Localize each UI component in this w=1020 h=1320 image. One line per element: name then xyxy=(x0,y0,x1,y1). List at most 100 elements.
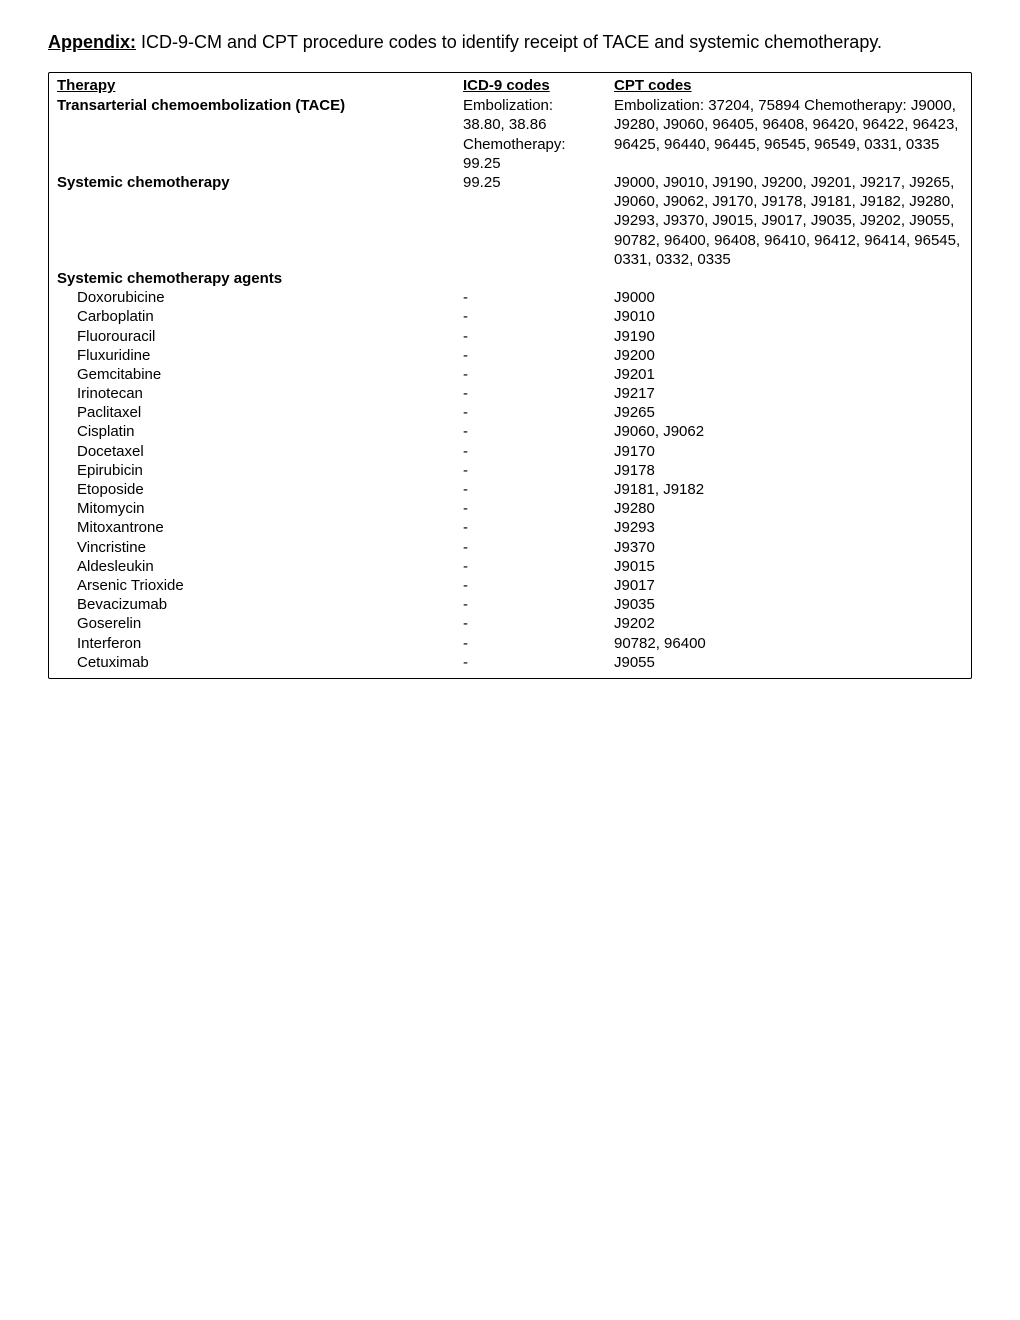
cell-therapy: Etoposide xyxy=(49,480,455,499)
cell-icd: - xyxy=(455,576,606,595)
cell-cpt: J9035 xyxy=(606,595,971,614)
cell-therapy: Doxorubicine xyxy=(49,288,455,307)
table-row: Vincristine-J9370 xyxy=(49,538,971,557)
table-row: Gemcitabine-J9201 xyxy=(49,365,971,384)
header-therapy: Therapy xyxy=(49,77,455,96)
cell-cpt: Embolization: 37204, 75894 Chemotherapy:… xyxy=(606,96,971,173)
cell-cpt: J9000 xyxy=(606,288,971,307)
cell-therapy: Transarterial chemoembolization (TACE) xyxy=(49,96,455,173)
codes-table: Therapy ICD-9 codes CPT codes Transarter… xyxy=(49,77,971,672)
table-row: Cisplatin-J9060, J9062 xyxy=(49,422,971,441)
appendix-title: Appendix: ICD-9-CM and CPT procedure cod… xyxy=(48,30,972,54)
cell-therapy: Goserelin xyxy=(49,614,455,633)
cell-icd: - xyxy=(455,653,606,672)
cell-cpt: J9370 xyxy=(606,538,971,557)
cell-cpt: J9178 xyxy=(606,461,971,480)
appendix-label: Appendix: xyxy=(48,32,136,52)
cell-icd xyxy=(455,269,606,288)
cell-therapy: Systemic chemotherapy xyxy=(49,173,455,269)
cell-therapy: Fluorouracil xyxy=(49,327,455,346)
table-row: Paclitaxel-J9265 xyxy=(49,403,971,422)
cell-icd: 99.25 xyxy=(455,173,606,269)
table-row: Mitomycin-J9280 xyxy=(49,499,971,518)
cell-icd: - xyxy=(455,538,606,557)
table-row: Docetaxel-J9170 xyxy=(49,442,971,461)
cell-icd: - xyxy=(455,384,606,403)
cell-icd: - xyxy=(455,499,606,518)
table-header-row: Therapy ICD-9 codes CPT codes xyxy=(49,77,971,96)
cell-therapy: Epirubicin xyxy=(49,461,455,480)
cell-cpt: J9200 xyxy=(606,346,971,365)
table-row: Etoposide-J9181, J9182 xyxy=(49,480,971,499)
cell-therapy: Arsenic Trioxide xyxy=(49,576,455,595)
table-row: Mitoxantrone-J9293 xyxy=(49,518,971,537)
cell-icd: - xyxy=(455,422,606,441)
cell-therapy: Docetaxel xyxy=(49,442,455,461)
table-row: Cetuximab-J9055 xyxy=(49,653,971,672)
cell-therapy: Gemcitabine xyxy=(49,365,455,384)
cell-cpt: J9010 xyxy=(606,307,971,326)
cell-icd: - xyxy=(455,307,606,326)
cell-therapy: Irinotecan xyxy=(49,384,455,403)
cell-icd: - xyxy=(455,614,606,633)
cell-therapy: Cetuximab xyxy=(49,653,455,672)
table-row: Fluxuridine-J9200 xyxy=(49,346,971,365)
table-row: Arsenic Trioxide-J9017 xyxy=(49,576,971,595)
cell-cpt: J9293 xyxy=(606,518,971,537)
cell-cpt: J9202 xyxy=(606,614,971,633)
cell-cpt: J9060, J9062 xyxy=(606,422,971,441)
table-row: Interferon-90782, 96400 xyxy=(49,634,971,653)
cell-icd: - xyxy=(455,480,606,499)
cell-icd: - xyxy=(455,518,606,537)
table-row: Bevacizumab-J9035 xyxy=(49,595,971,614)
header-icd: ICD-9 codes xyxy=(455,77,606,96)
cell-therapy: Aldesleukin xyxy=(49,557,455,576)
cell-icd: - xyxy=(455,557,606,576)
cell-icd: - xyxy=(455,442,606,461)
table-row: Doxorubicine-J9000 xyxy=(49,288,971,307)
table-row: Fluorouracil-J9190 xyxy=(49,327,971,346)
table-row: Systemic chemotherapy99.25J9000, J9010, … xyxy=(49,173,971,269)
cell-cpt: J9055 xyxy=(606,653,971,672)
table-row: Aldesleukin-J9015 xyxy=(49,557,971,576)
appendix-text: ICD-9-CM and CPT procedure codes to iden… xyxy=(136,32,882,52)
cell-cpt: J9201 xyxy=(606,365,971,384)
cell-cpt: J9170 xyxy=(606,442,971,461)
cell-cpt: J9000, J9010, J9190, J9200, J9201, J9217… xyxy=(606,173,971,269)
cell-therapy: Mitoxantrone xyxy=(49,518,455,537)
table-row: Epirubicin-J9178 xyxy=(49,461,971,480)
cell-therapy: Fluxuridine xyxy=(49,346,455,365)
cell-therapy: Cisplatin xyxy=(49,422,455,441)
cell-cpt: J9017 xyxy=(606,576,971,595)
cell-therapy: Paclitaxel xyxy=(49,403,455,422)
cell-cpt: J9217 xyxy=(606,384,971,403)
cell-cpt: J9015 xyxy=(606,557,971,576)
cell-cpt xyxy=(606,269,971,288)
cell-cpt: J9190 xyxy=(606,327,971,346)
table-row: Irinotecan-J9217 xyxy=(49,384,971,403)
cell-icd: - xyxy=(455,634,606,653)
table-row: Carboplatin-J9010 xyxy=(49,307,971,326)
table-row: Transarterial chemoembolization (TACE)Em… xyxy=(49,96,971,173)
cell-icd: - xyxy=(455,327,606,346)
codes-table-container: Therapy ICD-9 codes CPT codes Transarter… xyxy=(48,72,972,679)
cell-therapy: Mitomycin xyxy=(49,499,455,518)
cell-cpt: J9280 xyxy=(606,499,971,518)
header-cpt: CPT codes xyxy=(606,77,971,96)
cell-icd: - xyxy=(455,365,606,384)
table-row: Systemic chemotherapy agents xyxy=(49,269,971,288)
cell-icd: - xyxy=(455,346,606,365)
cell-therapy: Interferon xyxy=(49,634,455,653)
cell-icd: - xyxy=(455,403,606,422)
cell-therapy: Vincristine xyxy=(49,538,455,557)
cell-cpt: J9265 xyxy=(606,403,971,422)
cell-cpt: 90782, 96400 xyxy=(606,634,971,653)
cell-therapy: Systemic chemotherapy agents xyxy=(49,269,455,288)
table-row: Goserelin-J9202 xyxy=(49,614,971,633)
cell-icd: - xyxy=(455,461,606,480)
cell-icd: Embolization: 38.80, 38.86 Chemotherapy:… xyxy=(455,96,606,173)
cell-therapy: Bevacizumab xyxy=(49,595,455,614)
cell-icd: - xyxy=(455,288,606,307)
cell-therapy: Carboplatin xyxy=(49,307,455,326)
cell-cpt: J9181, J9182 xyxy=(606,480,971,499)
